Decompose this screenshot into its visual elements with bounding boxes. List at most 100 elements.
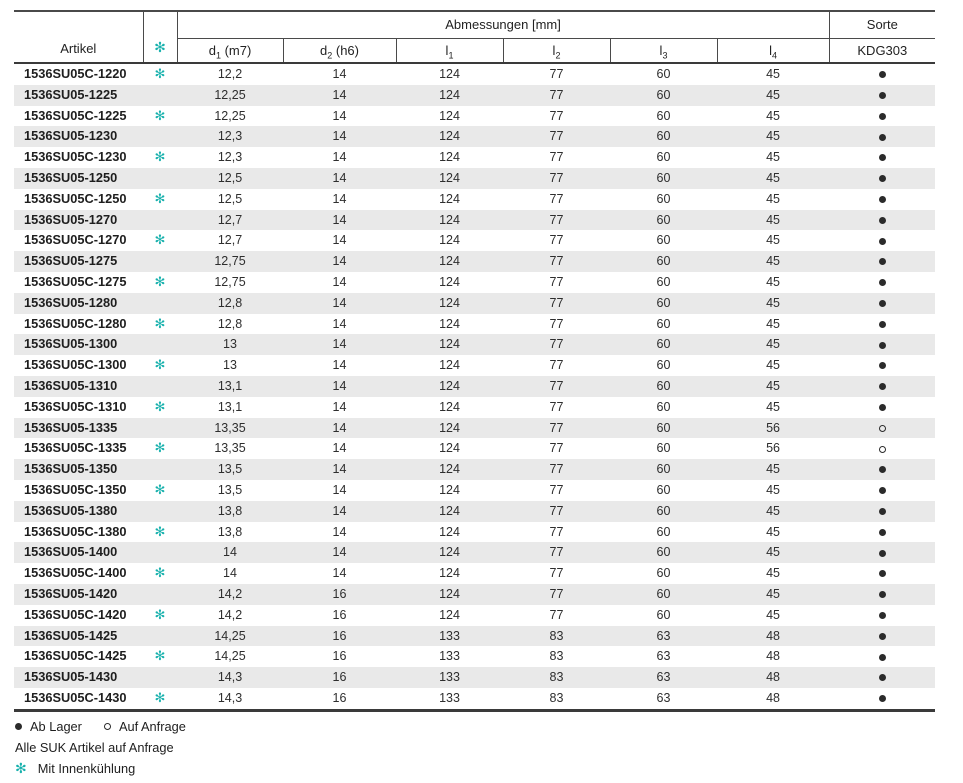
d1-cell: 12,3 [217,150,243,165]
l2-cell: 77 [549,191,564,206]
table-row: 1536SU05-1400 14 14 124 77 60 45 [14,542,936,564]
sorte-cell [829,272,935,293]
cooling-cell [143,251,177,272]
l3-cell: 60 [656,399,671,414]
product-dimensions-table: Artikel ✻ Abmessungen [mm] Sorte d1 (m7)… [14,10,936,712]
l1-cell: 124 [439,87,460,102]
d2-cell: 16 [332,690,347,705]
l2-cell: 77 [549,108,564,123]
table-row: 1536SU05C-1425 ✻ 14,25 16 133 83 63 48 [14,646,935,667]
l2-cell: 77 [549,337,564,352]
table-row: 1536SU05C-1350 ✻ 13,5 14 124 77 60 45 [14,480,935,501]
cooling-cell: ✻ [143,688,177,710]
l1-cell: 124 [439,170,460,185]
l2-cell: 77 [549,586,564,601]
l3-cell: 60 [656,150,671,165]
sorte-cell [829,376,935,397]
sorte-cell [829,563,935,584]
sorte-cell [829,688,935,710]
l2-cell: 77 [549,441,564,456]
l1-cell: 124 [439,566,460,581]
in-stock-dot-icon [878,528,886,536]
d2-cell: 16 [332,586,347,601]
l4-cell: 45 [766,87,780,102]
in-stock-dot-icon [878,216,886,224]
l3-cell: 60 [656,462,671,477]
table-row: 1536SU05-1380 13,8 14 124 77 60 45 [14,500,936,522]
l1-cell: 124 [439,399,460,414]
table-row: 1536SU05-1350 13,5 14 124 77 60 45 [14,459,936,480]
l2-cell: 83 [549,690,564,705]
l1-cell: 124 [439,420,460,435]
cooling-cell [143,542,177,563]
l1-cell: 124 [439,462,460,477]
l3-cell: 60 [656,233,671,248]
cooling-cell: ✻ [143,646,177,667]
snowflake-icon: ✻ [154,39,166,55]
d2-cell: 14 [332,150,347,165]
l2-cell: 77 [549,87,564,102]
d1-cell: 12,5 [217,170,243,185]
sorte-cell [829,542,935,563]
l4-cell: 48 [766,628,780,643]
l3-cell: 60 [656,566,671,581]
l3-cell: 60 [656,420,671,435]
table-row: 1536SU05-1335 13,35 14 124 77 60 56 [14,417,936,439]
sorte-cell [829,293,935,314]
l3-cell: 63 [656,649,671,664]
in-stock-dot-icon [878,591,886,599]
artikel-cell: 1536SU05C-1225 [24,107,127,123]
l3-cell: 60 [656,87,671,102]
sorte-cell [829,438,935,459]
l3-cell: 60 [656,586,671,601]
l4-cell: 45 [766,67,780,81]
l3-cell: 63 [656,670,671,685]
l2-cell: 77 [549,316,564,331]
snowflake-icon: ✻ [154,606,166,622]
d1-cell: 12,25 [214,108,246,123]
l4-cell: 45 [766,607,780,622]
sorte-cell [829,314,935,335]
table-row: 1536SU05C-1380 ✻ 13,8 14 124 77 60 45 [14,522,935,543]
snowflake-icon: ✻ [154,648,166,664]
sorte-cell [829,126,935,147]
d1-cell: 12,75 [214,254,246,269]
d2-cell: 14 [332,482,347,497]
l1-cell: 124 [439,191,460,206]
d2-cell: 14 [332,566,347,581]
table-header: Artikel ✻ Abmessungen [mm] Sorte d1 (m7)… [14,11,936,64]
sorte-cell [829,626,935,647]
artikel-cell: 1536SU05C-1430 [24,689,127,705]
cooling-cell: ✻ [143,355,177,376]
l1-cell: 124 [439,378,460,393]
artikel-cell: 1536SU05C-1310 [24,398,127,414]
d1-cell: 13,1 [217,378,243,393]
cooling-cell [143,210,177,231]
snowflake-icon: ✻ [154,440,166,456]
l1-cell: 133 [439,628,460,643]
table-row: 1536SU05C-1275 ✻ 12,75 14 124 77 60 45 [14,272,935,293]
l3-cell: 60 [656,358,671,373]
l2-cell: 77 [549,67,564,81]
snowflake-icon: ✻ [15,759,27,776]
l2-cell: 83 [549,649,564,664]
snowflake-icon: ✻ [154,357,166,373]
table-row: 1536SU05-1420 14,2 16 124 77 60 45 [14,583,936,605]
l4-cell: 45 [766,212,780,227]
cooling-cell: ✻ [143,147,177,168]
l1-cell: 124 [439,316,460,331]
cooling-cell: ✻ [143,605,177,626]
artikel-cell: 1536SU05C-1335 [24,440,127,456]
l4-cell: 45 [766,524,780,539]
table-row: 1536SU05-1300 13 14 124 77 60 45 [14,334,936,356]
in-stock-dot-icon [15,722,22,730]
sorte-cell [829,418,935,439]
l1-cell: 133 [439,690,460,705]
l4-cell: 45 [766,482,780,497]
l2-cell: 77 [549,212,564,227]
l1-cell: 124 [439,441,460,456]
cooling-cell: ✻ [143,314,177,335]
table-row: 1536SU05-1250 12,5 14 124 77 60 45 [14,167,936,189]
l1-cell: 124 [439,295,460,310]
l4-cell: 45 [766,274,780,289]
